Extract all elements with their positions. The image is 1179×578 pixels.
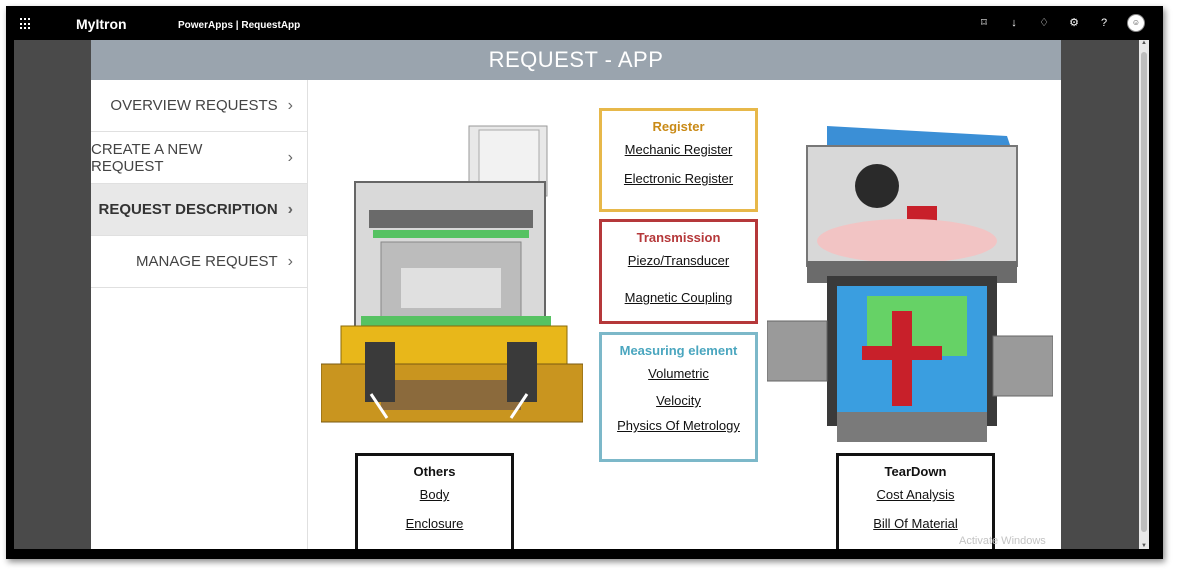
nav-item-manage-request[interactable]: MANAGE REQUEST › [91, 236, 307, 288]
nav-item-label: MANAGE REQUEST [135, 253, 278, 270]
nav-item-request-description[interactable]: REQUEST DESCRIPTION › [91, 184, 307, 236]
others-box: Others Body Enclosure [355, 453, 514, 549]
app-canvas: REQUEST - APP OVERVIEW REQUESTS › CREATE … [91, 40, 1061, 549]
chevron-right-icon: › [287, 148, 293, 166]
topbar-actions: ⌑ ↓ ♢ ⚙ ? ☺ [977, 14, 1145, 32]
app-breadcrumb: PowerApps | RequestApp [178, 20, 301, 31]
register-box: Register Mechanic Register Electronic Re… [599, 108, 758, 212]
browser-frame: MyItron PowerApps | RequestApp ⌑ ↓ ♢ ⚙ ?… [6, 6, 1163, 559]
scroll-thumb[interactable] [1141, 52, 1147, 532]
piezo-transducer-link[interactable]: Piezo/Transducer [627, 253, 730, 268]
volumetric-link[interactable]: Volumetric [648, 366, 709, 381]
measuring-element-title: Measuring element [619, 343, 738, 358]
bell-icon[interactable]: ♢ [1039, 17, 1049, 29]
download-icon[interactable]: ↓ [1011, 17, 1017, 29]
magnetic-coupling-link[interactable]: Magnetic Coupling [624, 290, 733, 305]
register-title: Register [652, 119, 705, 134]
waffle-icon[interactable] [20, 18, 32, 30]
transmission-title: Transmission [636, 230, 721, 245]
gear-icon[interactable]: ⚙ [1069, 17, 1079, 29]
side-nav: OVERVIEW REQUESTS › CREATE A NEW REQUEST ›… [91, 80, 308, 549]
left-gutter [14, 40, 91, 549]
scroll-down-icon[interactable]: ▼ [1141, 543, 1147, 549]
chevron-right-icon: › [287, 200, 293, 218]
measuring-element-box: Measuring element Volumetric Velocity Ph… [599, 332, 758, 462]
enclosure-link[interactable]: Enclosure [405, 516, 464, 531]
nav-item-label: CREATE A NEW REQUEST [91, 140, 203, 175]
window-icon[interactable]: ⌑ [981, 17, 987, 29]
bill-of-material-link[interactable]: Bill Of Material [873, 516, 958, 531]
right-gutter [1061, 40, 1139, 549]
vertical-scrollbar[interactable]: ▲ ▼ [1139, 40, 1149, 549]
cost-analysis-link[interactable]: Cost Analysis [876, 487, 955, 502]
nav-item-label: OVERVIEW REQUESTS [110, 97, 278, 114]
mechanic-register-link[interactable]: Mechanic Register [624, 142, 733, 157]
brand-logo[interactable]: MyItron [76, 16, 127, 32]
physics-of-metrology-link[interactable]: Physics Of Metrology [617, 418, 740, 433]
teardown-title: TearDown [884, 464, 947, 479]
teardown-box: TearDown Cost Analysis Bill Of Material [836, 453, 995, 549]
meter-cutaway-image-right [767, 126, 1053, 442]
chevron-right-icon: › [287, 252, 293, 270]
velocity-link[interactable]: Velocity [656, 393, 701, 408]
transmission-box: Transmission Piezo/Transducer Magnetic C… [599, 219, 758, 324]
others-title: Others [413, 464, 456, 479]
page-title: REQUEST - APP [91, 40, 1061, 80]
scroll-up-icon[interactable]: ▲ [1141, 40, 1147, 46]
activate-windows-watermark: Activate Windows [959, 535, 1046, 547]
nav-item-overview-requests[interactable]: OVERVIEW REQUESTS › [91, 80, 307, 132]
chevron-right-icon: › [287, 96, 293, 114]
top-bar: MyItron PowerApps | RequestApp ⌑ ↓ ♢ ⚙ ?… [6, 6, 1163, 40]
meter-cutaway-image-left [321, 125, 583, 423]
avatar[interactable]: ☺ [1127, 14, 1145, 32]
electronic-register-link[interactable]: Electronic Register [623, 171, 734, 186]
nav-item-create-request[interactable]: CREATE A NEW REQUEST › [91, 132, 307, 184]
help-icon[interactable]: ? [1100, 17, 1108, 29]
body-link[interactable]: Body [419, 487, 450, 502]
nav-item-label: REQUEST DESCRIPTION [98, 201, 278, 218]
